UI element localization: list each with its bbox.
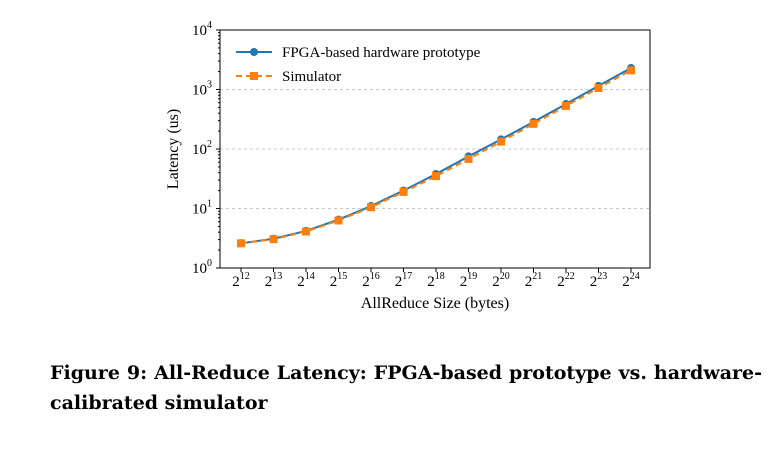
data-point bbox=[334, 216, 343, 225]
data-point bbox=[562, 101, 570, 110]
y-tick-label: 102 bbox=[192, 139, 212, 158]
data-point bbox=[464, 154, 473, 163]
y-axis-label: Latency (us) bbox=[165, 109, 182, 189]
legend-item: Simulator bbox=[236, 69, 341, 85]
series-fpga bbox=[237, 63, 635, 248]
x-tick-label: 222 bbox=[557, 271, 575, 290]
x-tick-label: 218 bbox=[427, 271, 445, 290]
x-tick-label: 217 bbox=[395, 271, 413, 290]
plot-frame bbox=[219, 29, 651, 269]
y-axis-ticks: 100 101 102 103 104 bbox=[192, 20, 220, 277]
data-point bbox=[432, 172, 440, 181]
x-tick-label: 223 bbox=[590, 271, 608, 290]
data-point bbox=[399, 187, 408, 196]
x-tick-label: 214 bbox=[297, 271, 315, 290]
series-layer bbox=[237, 63, 635, 248]
series-simulator bbox=[237, 66, 635, 248]
y-tick-label: 103 bbox=[192, 80, 212, 99]
x-tick-label: 215 bbox=[330, 271, 348, 290]
grid-lines bbox=[220, 89, 650, 209]
x-tick-label: 219 bbox=[460, 271, 478, 290]
x-tick-label: 220 bbox=[492, 271, 510, 290]
x-tick-label: 216 bbox=[362, 271, 380, 290]
x-axis-ticks: 212 213 214 215 216 217 218 219 220 221 222 223 224 bbox=[232, 268, 640, 290]
data-point bbox=[529, 119, 538, 128]
legend-marker bbox=[250, 72, 258, 80]
data-point bbox=[594, 83, 603, 92]
data-point bbox=[302, 227, 310, 236]
data-point bbox=[367, 203, 375, 212]
data-point bbox=[497, 137, 505, 146]
x-tick-label: 221 bbox=[525, 271, 543, 290]
legend: FPGA-based hardware prototype Simulator bbox=[236, 45, 481, 85]
legend-label: Simulator bbox=[282, 69, 341, 85]
y-tick-label: 101 bbox=[192, 199, 212, 218]
legend-marker bbox=[250, 48, 258, 56]
x-tick-label: 212 bbox=[232, 271, 250, 290]
series-line bbox=[240, 69, 632, 245]
x-tick-label: 213 bbox=[265, 271, 283, 290]
data-point bbox=[627, 66, 635, 75]
y-tick-label: 104 bbox=[192, 20, 212, 39]
legend-item: FPGA-based hardware prototype bbox=[236, 45, 481, 61]
data-point bbox=[237, 239, 245, 248]
x-tick-label: 224 bbox=[622, 271, 640, 290]
x-axis-label: AllReduce Size (bytes) bbox=[361, 295, 509, 312]
latency-chart: 212 213 214 215 216 217 218 219 220 221 222 223 224 … bbox=[165, 20, 651, 312]
series-line bbox=[240, 67, 632, 245]
legend-label: FPGA-based hardware prototype bbox=[282, 45, 481, 61]
figure-caption: Figure 9: All-Reduce Latency: FPGA-based… bbox=[50, 362, 762, 414]
data-point bbox=[269, 235, 278, 244]
y-tick-label: 100 bbox=[192, 258, 212, 277]
